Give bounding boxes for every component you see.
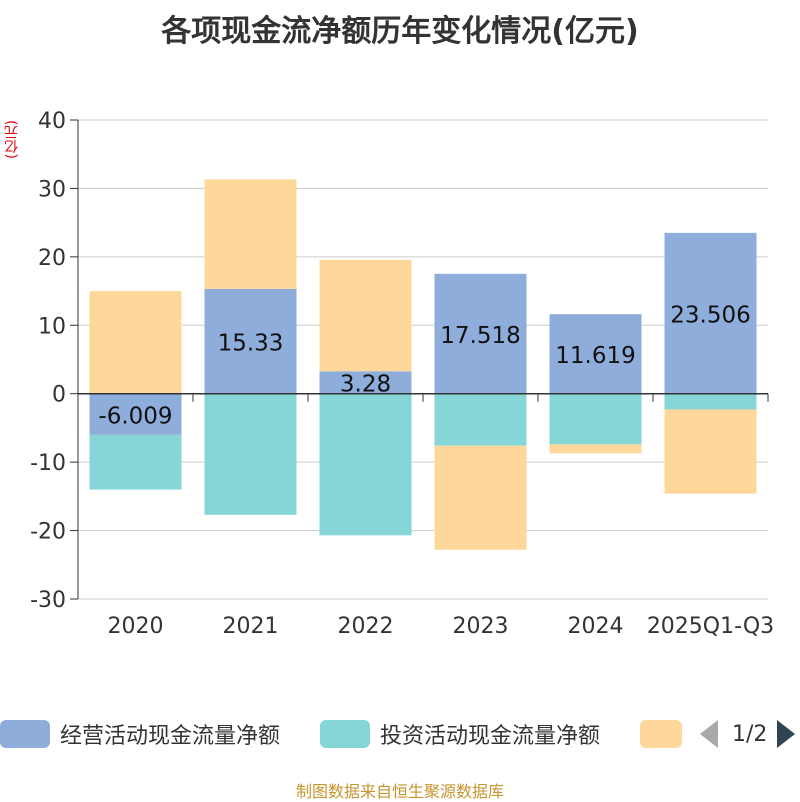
legend-page-indicator: 1/2 [732,721,768,747]
bar [89,393,182,435]
x-category-label: 2023 [453,614,509,639]
y-tick-label: 10 [38,314,66,339]
bar [319,371,412,394]
x-category-label: 2021 [223,614,279,639]
x-category-label: 2020 [108,614,164,639]
prev-page-arrow-icon[interactable] [700,720,718,748]
bar [204,288,297,394]
data-source-note: 制图数据来自恒生聚源数据库 [295,782,504,801]
legend: 经营活动现金流量净额 投资活动现金流量净额 [0,714,800,754]
y-tick-label: 30 [38,177,66,202]
legend-item-investing[interactable]: 投资活动现金流量净额 [320,714,600,754]
bar [434,273,527,394]
x-category-label: 2025Q1-Q3 [647,614,774,639]
bar [549,444,642,454]
y-tick-label: 40 [38,109,66,134]
data-label: 17.518 [440,323,520,349]
data-label: 3.28 [340,371,391,397]
chart-title: 各项现金流净额历年变化情况(亿元) [161,14,639,49]
bar [664,409,757,494]
y-tick-label: -20 [30,520,66,545]
next-page-arrow-icon[interactable] [777,720,796,748]
bar-chart: -30 -20 -10 0 10 20 30 40 2020 2021 2022 2023 2024 20… [30,109,774,639]
data-label: 15.33 [218,330,284,356]
y-tick-label: 0 [52,383,66,408]
bar [319,393,412,536]
data-label: -6.009 [98,403,172,429]
bar [319,259,412,372]
y-tick-label: -30 [30,588,66,613]
legend-swatch-investing [320,720,370,748]
legend-label-investing: 投资活动现金流量净额 [380,724,601,749]
bar [89,291,182,394]
bar [549,393,642,445]
bar [89,434,182,490]
legend-swatch-financing [640,720,682,748]
bar [434,393,527,446]
data-label: 23.506 [670,302,750,328]
bar [434,445,527,550]
bar [664,232,757,394]
legend-label-operating: 经营活动现金流量净额 [60,724,281,749]
bar [204,393,297,515]
data-label: 11.619 [555,343,635,369]
legend-swatch-operating [0,720,50,748]
y-tick-label: 20 [38,246,66,271]
y-tick-label: -10 [30,451,66,476]
legend-pager: 1/2 [700,714,796,754]
x-category-label: 2022 [338,614,394,639]
x-category-label: 2024 [568,614,624,639]
bar [204,179,297,289]
bar [664,393,757,410]
legend-item-operating[interactable]: 经营活动现金流量净额 [0,714,280,754]
bar [549,314,642,394]
legend-item-financing[interactable] [640,714,682,754]
